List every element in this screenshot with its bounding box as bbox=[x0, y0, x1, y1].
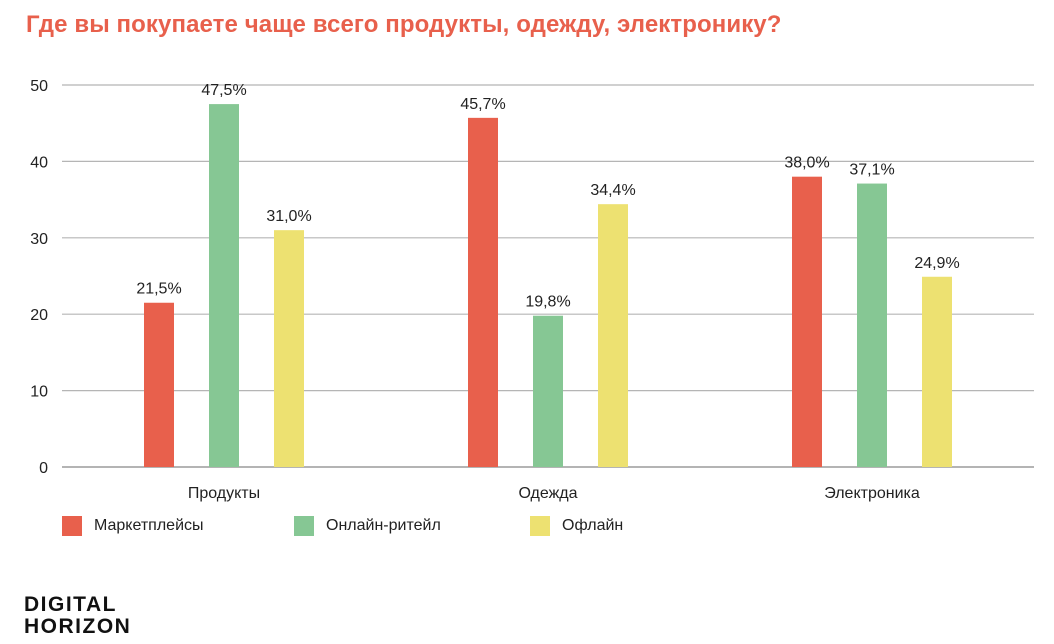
y-tick-label: 30 bbox=[30, 231, 48, 248]
x-tick-label: Одежда bbox=[518, 485, 577, 502]
brand-logo-line1: DIGITAL bbox=[24, 593, 117, 616]
data-label: 38,0% bbox=[784, 155, 829, 172]
bar bbox=[144, 302, 174, 467]
legend-label-offline: Офлайн bbox=[562, 517, 624, 534]
chart-title: Где вы покупаете чаще всего продукты, од… bbox=[26, 11, 782, 38]
data-label: 37,1% bbox=[849, 162, 894, 179]
legend-item-marketplaces: Маркетплейсы bbox=[62, 516, 204, 536]
y-tick-label: 20 bbox=[30, 307, 48, 324]
legend-swatch-online-retail bbox=[294, 516, 314, 536]
bar bbox=[468, 117, 498, 468]
legend-swatch-marketplaces bbox=[62, 516, 82, 536]
data-label: 47,5% bbox=[201, 82, 246, 99]
data-label: 19,8% bbox=[525, 294, 570, 311]
x-tick-label: Продукты bbox=[188, 485, 260, 502]
data-label: 24,9% bbox=[914, 255, 959, 272]
y-tick-label: 10 bbox=[30, 384, 48, 401]
y-tick-label: 50 bbox=[30, 78, 48, 95]
x-tick-label: Электроника bbox=[824, 485, 920, 502]
y-tick-label: 40 bbox=[30, 154, 48, 171]
bar bbox=[598, 204, 628, 467]
data-label: 31,0% bbox=[266, 208, 311, 225]
bar bbox=[533, 315, 563, 467]
brand-logo-line2: HORIZON bbox=[24, 615, 132, 638]
bar bbox=[792, 176, 822, 467]
y-tick-label: 0 bbox=[39, 460, 48, 477]
bar bbox=[922, 276, 952, 467]
bar-chart: 0 10 20 30 40 50 21,5% 47,5% 31,0% Продукты 45,7% 1… bbox=[30, 78, 1034, 502]
data-label: 34,4% bbox=[590, 182, 635, 199]
legend-item-offline: Офлайн bbox=[530, 516, 623, 536]
legend-swatch-offline bbox=[530, 516, 550, 536]
brand-logo: DIGITAL HORIZON bbox=[24, 594, 131, 638]
legend-label-online-retail: Онлайн-ритейл bbox=[326, 517, 441, 534]
bar bbox=[857, 183, 887, 467]
legend-label-marketplaces: Маркетплейсы bbox=[94, 517, 204, 534]
bar bbox=[274, 230, 304, 467]
data-label: 21,5% bbox=[136, 281, 181, 298]
data-label: 45,7% bbox=[460, 96, 505, 113]
bar bbox=[209, 104, 239, 467]
legend-item-online-retail: Онлайн-ритейл bbox=[294, 516, 441, 536]
